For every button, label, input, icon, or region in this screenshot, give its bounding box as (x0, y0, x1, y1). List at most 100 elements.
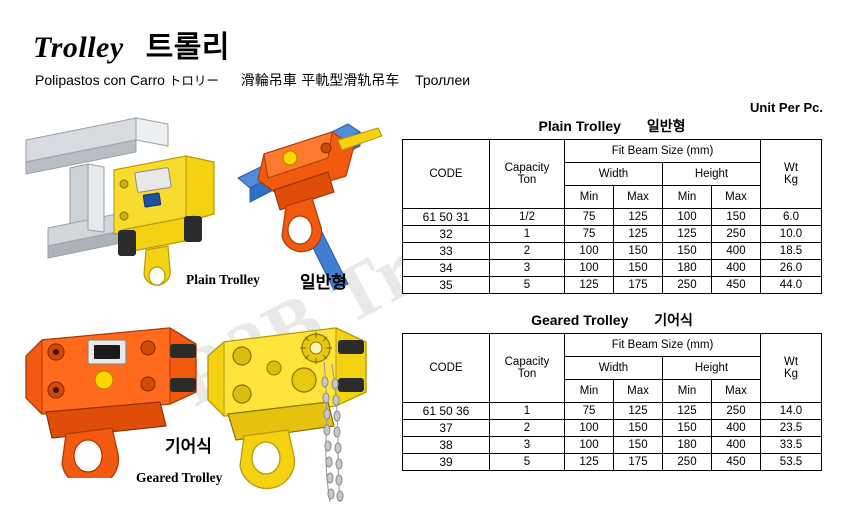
cell-width-max: 150 (613, 242, 663, 260)
beam-clamp-body (257, 127, 383, 253)
cell-height-max: 450 (711, 276, 761, 294)
table-header-row: CODE Capacity Ton Fit Beam Size (mm) Wt … (402, 333, 822, 403)
cell-capacity: 3 (489, 436, 565, 454)
cell-weight: 26.0 (760, 259, 822, 277)
header-weight-label: Wt (783, 356, 799, 368)
cell-capacity: 1 (489, 225, 565, 243)
cell-code: 35 (402, 276, 490, 294)
header-width: Width (564, 356, 663, 380)
cell-capacity: 5 (489, 453, 565, 471)
geared-trolley-table-block: Geared Trolley 기어식 CODE Capacity Ton Fit… (402, 310, 822, 471)
cell-capacity: 1/2 (489, 208, 565, 226)
header-width-max: Max (613, 379, 663, 403)
header-fit-beam: Fit Beam Size (mm) (564, 139, 761, 163)
header-width: Width (564, 162, 663, 186)
cell-width-max: 125 (613, 208, 663, 226)
cell-code: 39 (402, 453, 490, 471)
cell-weight: 18.5 (760, 242, 822, 260)
cell-height-min: 250 (662, 453, 712, 471)
table-row: 32 1 75 125 125 250 10.0 (402, 225, 822, 243)
cell-code: 61 50 36 (402, 402, 490, 420)
cell-height-min: 150 (662, 419, 712, 437)
table-row: 33 2 100 150 150 400 18.5 (402, 242, 822, 260)
subtitle-chinese: 滑輪吊車 平軌型滑轨吊车 (240, 73, 400, 89)
geared-trolley-yellow-body (207, 327, 367, 490)
cell-width-max: 150 (613, 259, 663, 277)
beam-clamp-illustration (237, 123, 383, 291)
table-row: 37 2 100 150 150 400 23.5 (402, 419, 822, 437)
cell-width-max: 175 (613, 276, 663, 294)
cell-weight: 44.0 (760, 276, 822, 294)
caption-geared-trolley-kr: 기어식 (165, 437, 212, 457)
cell-weight: 53.5 (760, 453, 822, 471)
cell-height-max: 150 (711, 208, 761, 226)
header-weight: Wt Kg (760, 139, 822, 209)
geared-trolley-table: CODE Capacity Ton Fit Beam Size (mm) Wt … (402, 333, 822, 471)
header-weight: Wt Kg (760, 333, 822, 403)
table-row: 34 3 100 150 180 400 26.0 (402, 259, 822, 277)
cell-code: 33 (402, 242, 490, 260)
header-height: Height (662, 356, 761, 380)
cell-capacity: 5 (489, 276, 565, 294)
page-title-en: Trolley (33, 31, 124, 64)
plain-trolley-table-title: Plain Trolley 일반형 (402, 116, 822, 139)
plain-trolley-title-en: Plain Trolley (538, 118, 621, 134)
page-title-kr: 트롤리 (145, 30, 230, 65)
cell-width-min: 75 (564, 208, 614, 226)
cell-capacity: 1 (489, 402, 565, 420)
header-capacity: Capacity Ton (489, 139, 565, 209)
header-height-min: Min (662, 185, 712, 209)
unit-per-pc-label: Unit Per Pc. (750, 100, 823, 115)
cell-weight: 14.0 (760, 402, 822, 420)
table-header-row: CODE Capacity Ton Fit Beam Size (mm) Wt … (402, 139, 822, 209)
geared-trolley-title-kr: 기어식 (654, 313, 693, 329)
header-capacity: Capacity Ton (489, 333, 565, 403)
cell-weight: 10.0 (760, 225, 822, 243)
cell-capacity: 2 (489, 419, 565, 437)
subtitle-japanese: トロリー (168, 73, 219, 88)
cell-code: 32 (402, 225, 490, 243)
header-capacity-label: Capacity (504, 356, 550, 368)
cell-height-min: 180 (662, 436, 712, 454)
cell-capacity: 3 (489, 259, 565, 277)
subtitle-line: Polipastos con Carro トロリー 滑輪吊車 平軌型滑轨吊车 Т… (35, 70, 470, 90)
cell-width-max: 150 (613, 436, 663, 454)
header-height-max: Max (711, 379, 761, 403)
table-row: 35 5 125 175 250 450 44.0 (402, 276, 822, 294)
cell-capacity: 2 (489, 242, 565, 260)
cell-height-min: 150 (662, 242, 712, 260)
cell-height-max: 450 (711, 453, 761, 471)
header-code: CODE (402, 139, 490, 209)
caption-geared-trolley-en: Geared Trolley (136, 470, 223, 485)
header-weight-label: Wt (783, 162, 799, 174)
plain-trolley-illustration (25, 117, 215, 286)
geared-trolley-orange-body (25, 327, 197, 478)
cell-weight: 23.5 (760, 419, 822, 437)
header-height-max: Max (711, 185, 761, 209)
header-capacity-unit: Ton (517, 368, 537, 380)
header-height: Height (662, 162, 761, 186)
cell-height-max: 400 (711, 242, 761, 260)
header-height-min: Min (662, 379, 712, 403)
table-row: 39 5 125 175 250 450 53.5 (402, 453, 822, 471)
cell-height-min: 100 (662, 208, 712, 226)
cell-weight: 6.0 (760, 208, 822, 226)
table-row: 38 3 100 150 180 400 33.5 (402, 436, 822, 454)
subtitle-russian: Троллеи (415, 72, 471, 88)
table-header-row-2: Width Height (403, 162, 822, 186)
cell-width-max: 175 (613, 453, 663, 471)
caption-plain-trolley-kr: 일반형 (300, 273, 347, 293)
geared-trolley-table-title: Geared Trolley 기어식 (402, 310, 822, 333)
cell-height-max: 400 (711, 259, 761, 277)
plain-trolley-title-kr: 일반형 (646, 119, 686, 135)
table-row: 61 50 31 1/2 75 125 100 150 6.0 (402, 208, 822, 226)
cell-weight: 33.5 (760, 436, 822, 454)
cell-code: 38 (402, 436, 490, 454)
header-fit-beam: Fit Beam Size (mm) (564, 333, 761, 357)
geared-trolley-title-en: Geared Trolley (531, 312, 629, 328)
caption-plain-trolley-en: Plain Trolley (186, 272, 260, 287)
cell-height-min: 125 (662, 225, 712, 243)
cell-width-min: 100 (564, 419, 614, 437)
header-width-min: Min (564, 379, 614, 403)
